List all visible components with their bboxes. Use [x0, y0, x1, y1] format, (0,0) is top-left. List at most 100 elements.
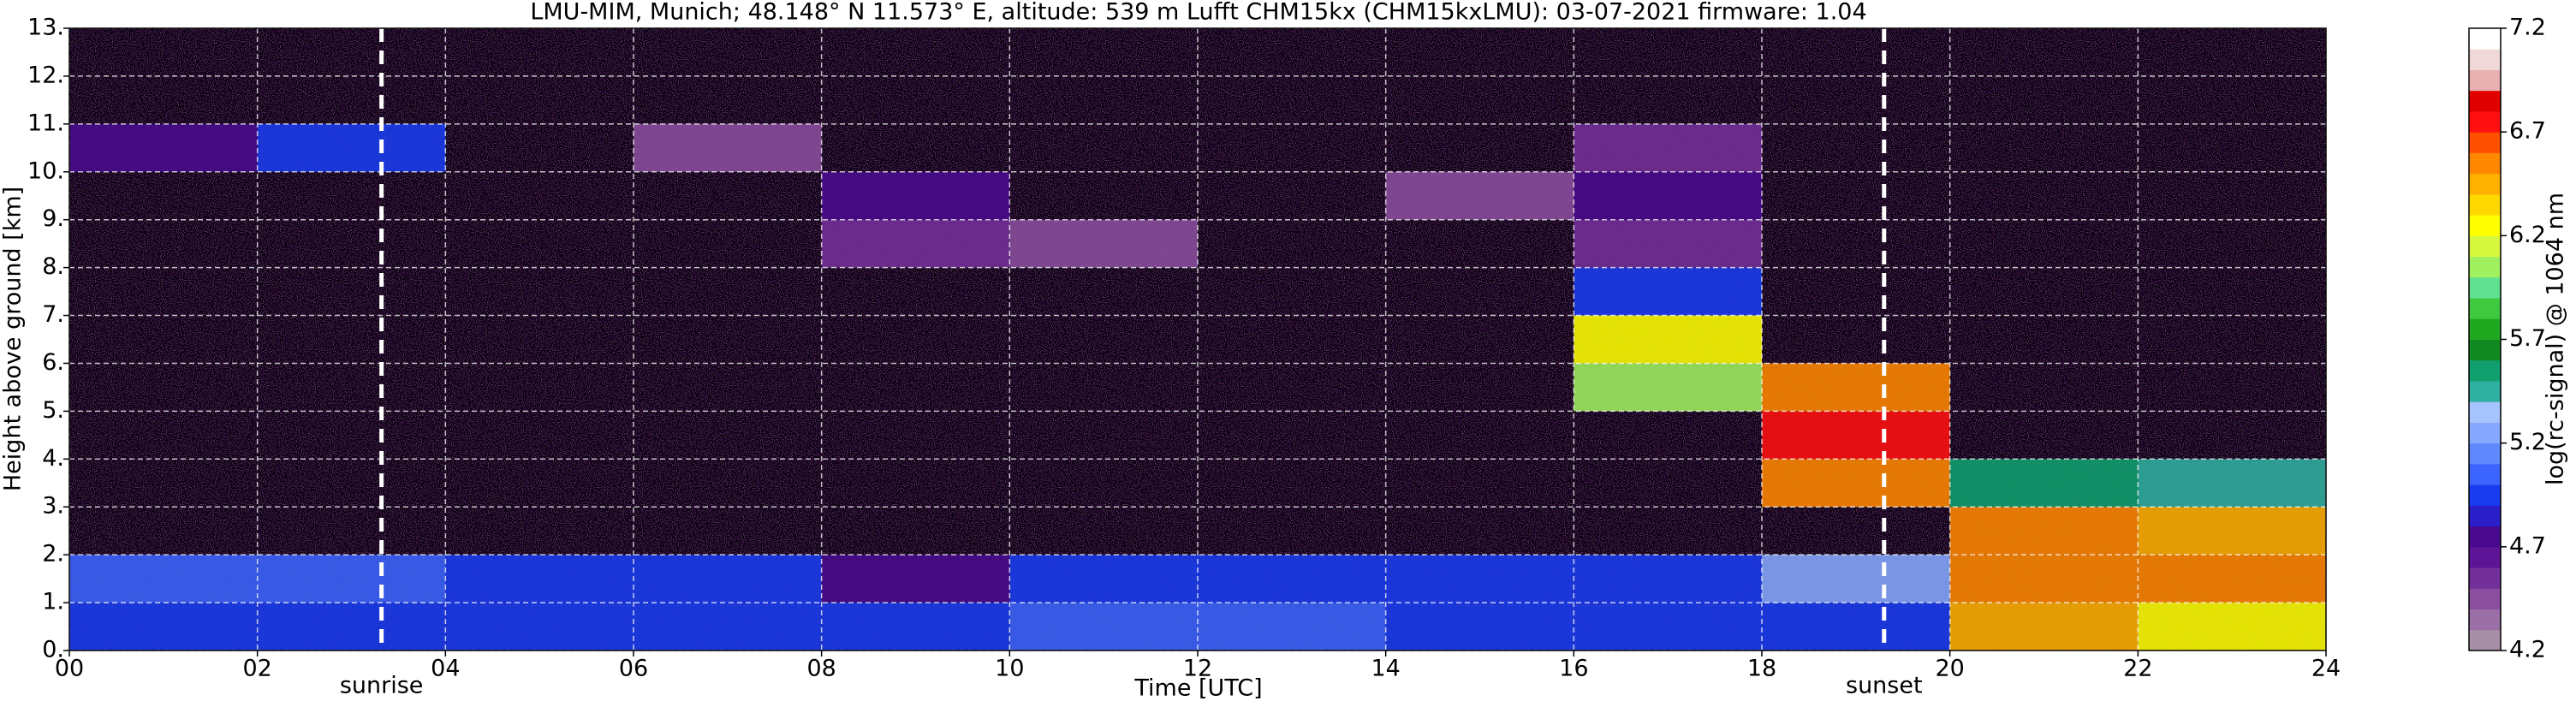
heatmap-cell: [2138, 507, 2326, 556]
plot-frame: [68, 27, 2327, 651]
heatmap-cell: [1574, 219, 1762, 268]
heatmap-cell: [1762, 555, 1950, 603]
colorbar-swatch: [2469, 505, 2501, 527]
colorbar-swatch: [2469, 110, 2501, 133]
chart-title: LMU-MIM, Munich; 48.148° N 11.573° E, al…: [530, 0, 1866, 26]
heatmap-cell: [1762, 411, 1950, 460]
annotation-label: sunset: [1846, 673, 1923, 699]
colorbar-swatch: [2469, 215, 2501, 236]
y-tick-label: 7.: [42, 301, 64, 328]
heatmap-cell: [1762, 363, 1950, 412]
colorbar-swatch: [2469, 298, 2501, 319]
heatmap-cell: [821, 555, 1010, 603]
colorbar-swatch: [2469, 359, 2501, 382]
colorbar-swatch: [2469, 69, 2501, 92]
colorbar-swatch: [2469, 256, 2501, 278]
heatmap-cell: [445, 555, 634, 603]
y-tick-label: 8.: [42, 253, 64, 280]
y-tick-label: 5.: [42, 397, 64, 424]
x-tick-label: 04: [431, 656, 460, 682]
y-tick-label: 13.: [27, 15, 64, 41]
x-tick-label: 20: [1935, 656, 1964, 682]
heatmap-cell: [1574, 171, 1762, 220]
heatmap-cell: [1762, 603, 1950, 651]
heatmap-cell: [634, 603, 822, 651]
colorbar-swatch: [2469, 235, 2501, 258]
colorbar-swatch: [2469, 546, 2501, 568]
heatmap-cell: [445, 603, 634, 651]
heatmap-cell: [1574, 267, 1762, 316]
heatmap-cell: [69, 123, 258, 172]
x-tick-label: 14: [1371, 656, 1400, 682]
colorbar-swatch: [2469, 152, 2501, 175]
x-tick-label: 02: [242, 656, 271, 682]
heatmap-cell: [1949, 555, 2139, 603]
y-tick-label: 9.: [42, 205, 64, 232]
y-tick-label: 10.: [27, 157, 64, 184]
colorbar-swatch: [2469, 49, 2501, 70]
colorbar-tick-label: 6.2: [2509, 222, 2546, 248]
colorbar-swatch: [2469, 484, 2501, 506]
heatmap-cell: [821, 171, 1010, 220]
x-tick-label: 22: [2123, 656, 2152, 682]
colorbar-swatch: [2469, 90, 2501, 112]
heatmap-cell: [69, 603, 258, 651]
colorbar-swatch: [2469, 276, 2501, 299]
colorbar-tick-label: 5.2: [2509, 429, 2546, 455]
heatmap-cell: [1574, 603, 1762, 651]
heatmap-cell: [2138, 603, 2326, 651]
heatmap-cell: [1385, 603, 1574, 651]
colorbar-swatch: [2469, 567, 2501, 589]
colorbar-swatch: [2469, 588, 2501, 610]
heatmap-cell: [1009, 555, 1198, 603]
colorbar-tick-label: 4.7: [2509, 532, 2546, 559]
heatmap-cell: [1949, 507, 2139, 556]
y-tick-label: 2.: [42, 541, 64, 567]
colorbar-swatch: [2469, 193, 2501, 216]
y-tick-label: 6.: [42, 349, 64, 376]
colorbar-tick-label: 6.7: [2509, 118, 2546, 145]
colorbar-label: log(rc-signal) @ 1064 nm: [2543, 193, 2569, 485]
colorbar-swatch: [2469, 380, 2501, 402]
x-tick-label: 16: [1559, 656, 1588, 682]
colorbar-swatch: [2469, 443, 2501, 465]
x-tick-label: 12: [1183, 656, 1212, 682]
x-tick-label: 00: [55, 656, 84, 682]
annotation-label: sunrise: [340, 673, 424, 699]
heatmap-cell: [1949, 603, 2139, 651]
heatmap-cell: [1009, 219, 1198, 268]
colorbar-swatch: [2469, 339, 2501, 361]
x-tick-label: 24: [2311, 656, 2341, 682]
heatmap-cell: [1198, 555, 1386, 603]
heatmap-cell: [257, 123, 446, 172]
colorbar-swatch: [2469, 422, 2501, 444]
heatmap-cell: [1949, 459, 2139, 508]
colorbar-swatch: [2469, 463, 2501, 485]
heatmap-cell: [1198, 603, 1386, 651]
y-axis-label: Height above ground [km]: [0, 187, 27, 491]
heatmap-cell: [257, 555, 446, 603]
colorbar-swatch: [2469, 401, 2501, 423]
x-tick-label: 06: [619, 656, 648, 682]
colorbar-swatch: [2469, 318, 2501, 340]
colorbar-swatch: [2469, 28, 2501, 50]
heatmap-cell: [821, 219, 1010, 268]
colorbar-tick-label: 4.2: [2509, 637, 2546, 663]
heatmap-cell: [2138, 555, 2326, 603]
y-tick-label: 0.: [42, 637, 64, 663]
heatmap-cell: [1009, 603, 1198, 651]
heatmap-cell: [257, 603, 446, 651]
heatmap-cell: [634, 555, 822, 603]
colorbar-swatch: [2469, 629, 2501, 651]
y-tick-label: 4.: [42, 445, 64, 472]
heatmap-cell: [2138, 459, 2326, 508]
heatmap-cell: [1574, 555, 1762, 603]
y-tick-label: 1.: [42, 589, 64, 615]
heatmap-cell: [69, 555, 258, 603]
x-axis-label: Time [UTC]: [1133, 675, 1262, 702]
y-tick-label: 3.: [42, 493, 64, 520]
x-tick-label: 18: [1747, 656, 1776, 682]
heatmap-cell: [1574, 363, 1762, 412]
heatmap-cell: [1574, 315, 1762, 364]
